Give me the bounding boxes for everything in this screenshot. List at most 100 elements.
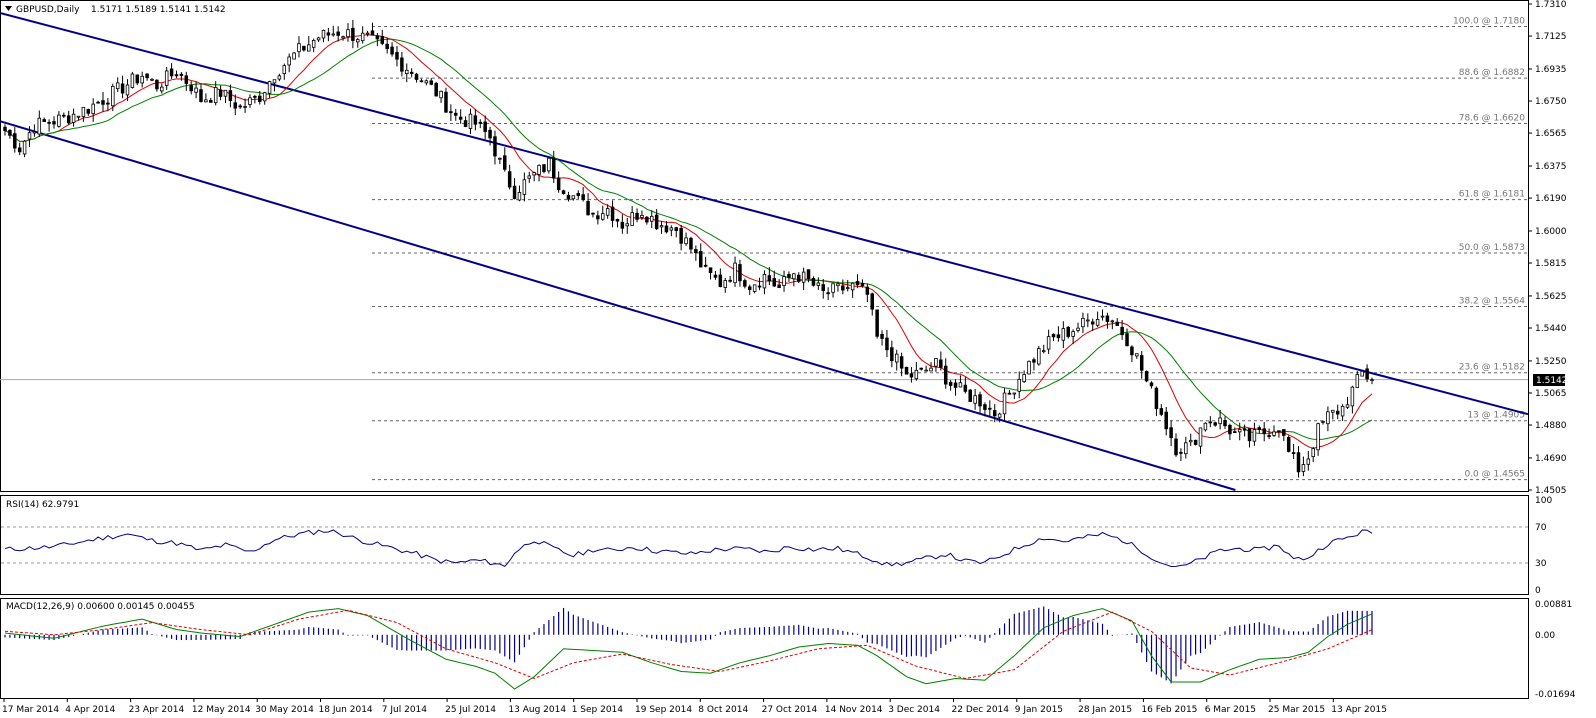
candle-body xyxy=(380,36,385,44)
fib-level-label: 0.0 @ 1.4565 xyxy=(1464,470,1525,480)
candle-body xyxy=(870,293,874,310)
time-axis-label: 19 Sep 2014 xyxy=(635,705,692,715)
candle-body xyxy=(1086,319,1090,322)
candle-body xyxy=(743,280,747,287)
price-axis-label: 1.6375 xyxy=(1535,162,1567,172)
candle-body xyxy=(1081,317,1085,328)
macd-label: MACD(12,26,9) 0.00600 0.00145 0.00455 xyxy=(6,602,195,612)
candle-body xyxy=(542,164,546,172)
current-price-tag xyxy=(1533,374,1565,386)
candle-body xyxy=(194,87,198,93)
time-axis-label: 8 Oct 2014 xyxy=(698,705,748,715)
candle-body xyxy=(1095,318,1100,326)
candle-body xyxy=(826,292,830,295)
candle-body xyxy=(62,114,66,117)
candle-body xyxy=(899,356,904,369)
price-axis-label: 1.5250 xyxy=(1535,357,1567,367)
time-axis-label: 16 Feb 2015 xyxy=(1141,705,1197,715)
price-axis-label: 1.7125 xyxy=(1535,32,1567,42)
candle-body xyxy=(106,102,110,105)
candle-body xyxy=(209,100,213,103)
candle-body xyxy=(875,309,879,337)
candle-body xyxy=(796,274,801,282)
candle-body xyxy=(586,201,590,216)
candle-body xyxy=(561,190,566,195)
candle-body xyxy=(22,140,27,155)
candle-body xyxy=(674,227,678,231)
channel-lower-line[interactable] xyxy=(0,120,1236,491)
time-axis-label: 13 Aug 2014 xyxy=(508,705,566,715)
candle-body xyxy=(1061,328,1066,341)
candle-body xyxy=(493,136,497,157)
time-axis-label: 27 Oct 2014 xyxy=(762,705,818,715)
candle-body xyxy=(958,382,963,388)
candle-body xyxy=(233,102,238,109)
candle-body xyxy=(439,90,443,99)
candle-body xyxy=(57,114,61,127)
candle-body xyxy=(292,52,296,60)
fib-level-label: 23.6 @ 1.5182 xyxy=(1459,363,1525,373)
candle-body xyxy=(1184,442,1188,455)
candle-body xyxy=(140,75,144,84)
price-axis-label: 1.7310 xyxy=(1535,0,1567,10)
candle-body xyxy=(498,157,502,160)
candle-body xyxy=(1071,331,1075,337)
time-axis-label: 12 May 2014 xyxy=(192,705,251,715)
price-axis-label: 1.6935 xyxy=(1535,65,1567,75)
candle-body xyxy=(939,359,943,368)
candle-body xyxy=(160,86,164,92)
candle-body xyxy=(1272,431,1276,436)
candle-body xyxy=(992,410,997,417)
candle-body xyxy=(806,269,811,280)
candle-body xyxy=(370,30,375,36)
candle-body xyxy=(914,369,919,380)
candle-body xyxy=(267,81,272,94)
candle-body xyxy=(948,381,953,386)
candle-body xyxy=(1149,382,1154,387)
candle-body xyxy=(1286,436,1291,452)
collapse-arrow-icon[interactable] xyxy=(5,6,12,11)
candle-body xyxy=(1174,438,1178,456)
candle-body xyxy=(1022,374,1026,383)
candle-body xyxy=(772,278,776,287)
candle-body xyxy=(258,95,262,102)
rsi-panel-frame xyxy=(0,495,1529,595)
rsi-axis-label: 0 xyxy=(1535,586,1541,596)
candle-body xyxy=(953,382,958,388)
candle-body xyxy=(762,274,767,289)
candle-body xyxy=(909,373,914,378)
candle-body xyxy=(767,275,772,282)
candle-body xyxy=(150,78,154,81)
candle-body xyxy=(615,219,620,222)
candle-body xyxy=(1056,334,1061,339)
candle-body xyxy=(1188,439,1193,443)
candle-body xyxy=(1002,392,1007,415)
price-axis-label: 1.6000 xyxy=(1535,227,1567,237)
candle-body xyxy=(836,283,840,287)
candle-body xyxy=(184,75,189,84)
candle-body xyxy=(821,284,825,291)
candle-body xyxy=(1370,379,1374,382)
candle-body xyxy=(591,212,595,215)
price-axis-label: 1.6190 xyxy=(1535,194,1567,204)
time-axis-label: 14 Nov 2014 xyxy=(825,705,883,715)
candle-body xyxy=(978,394,982,407)
candle-body xyxy=(395,52,399,60)
price-axis-label: 1.4690 xyxy=(1535,454,1567,464)
candle-body xyxy=(248,97,252,105)
candle-body xyxy=(865,286,870,295)
candle-body xyxy=(1193,439,1198,445)
candle-body xyxy=(973,395,977,404)
candle-body xyxy=(179,73,184,76)
channel-upper-line[interactable] xyxy=(0,12,1529,416)
candle-body xyxy=(1203,422,1208,431)
candle-body xyxy=(32,131,37,134)
candle-body xyxy=(850,282,855,291)
candle-body xyxy=(1282,429,1286,436)
candle-body xyxy=(885,337,889,351)
candle-body xyxy=(703,264,708,267)
candle-body xyxy=(924,369,928,372)
price-axis-label: 1.4880 xyxy=(1535,421,1567,431)
candle-body xyxy=(552,158,556,179)
